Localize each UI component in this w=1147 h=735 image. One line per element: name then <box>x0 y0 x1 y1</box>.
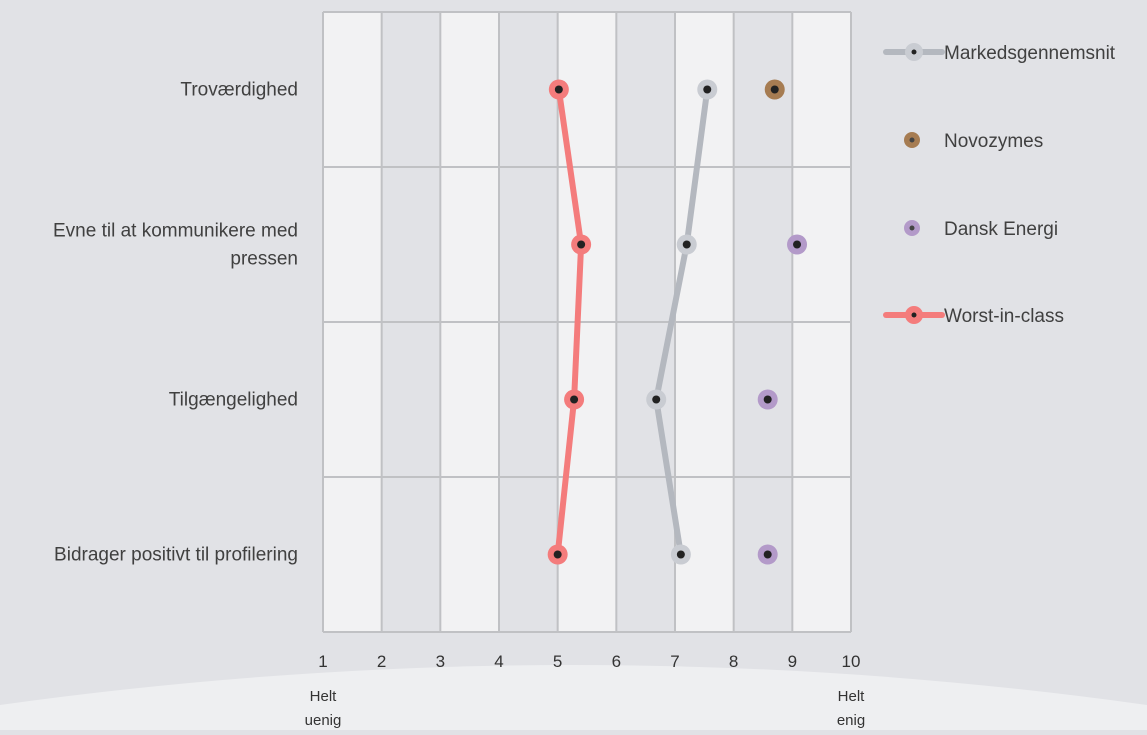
category-label: Tilgængelighed <box>169 390 298 411</box>
category-label: pressen <box>230 249 298 270</box>
x-tick-label: 1 <box>318 652 327 671</box>
x-tick-label: 3 <box>436 652 445 671</box>
legend-marker-center <box>911 312 917 318</box>
x-tick-label: 9 <box>788 652 797 671</box>
x-end-label-right: Helt <box>838 688 866 705</box>
x-tick-label: 8 <box>729 652 738 671</box>
x-end-label-left: uenig <box>305 712 342 729</box>
category-label: Evne til at kommunikere med <box>53 221 298 242</box>
data-point-center <box>570 395 579 404</box>
data-point-center <box>703 85 712 94</box>
data-point-center <box>577 240 586 249</box>
legend-marker-center <box>911 49 917 55</box>
data-point-center <box>553 550 562 559</box>
legend-label: Novozymes <box>944 131 1043 152</box>
legend-marker-center <box>909 137 915 143</box>
legend-label: Markedsgennemsnit <box>944 43 1116 64</box>
x-end-label-left: Helt <box>310 688 338 705</box>
legend-label: Dansk Energi <box>944 219 1058 240</box>
data-point-center <box>793 240 802 249</box>
data-point-center <box>652 395 661 404</box>
legend-label: Worst-in-class <box>944 306 1064 327</box>
x-tick-label: 7 <box>670 652 679 671</box>
data-point-center <box>682 240 691 249</box>
data-point-center <box>676 550 685 559</box>
background-band <box>0 665 1147 730</box>
series-line <box>653 86 711 558</box>
x-tick-label: 10 <box>842 652 861 671</box>
data-point-center <box>763 395 772 404</box>
x-tick-label: 4 <box>494 652 503 671</box>
legend-marker-center <box>909 225 915 231</box>
data-point-center <box>763 550 772 559</box>
x-tick-label: 5 <box>553 652 562 671</box>
x-end-label-right: enig <box>837 712 865 729</box>
series-line <box>554 86 585 558</box>
data-point-center <box>770 85 779 94</box>
data-point-center <box>554 85 563 94</box>
x-tick-label: 6 <box>612 652 621 671</box>
category-label: Troværdighed <box>180 80 298 101</box>
category-label: Bidrager positivt til profilering <box>54 545 298 566</box>
x-tick-label: 2 <box>377 652 386 671</box>
